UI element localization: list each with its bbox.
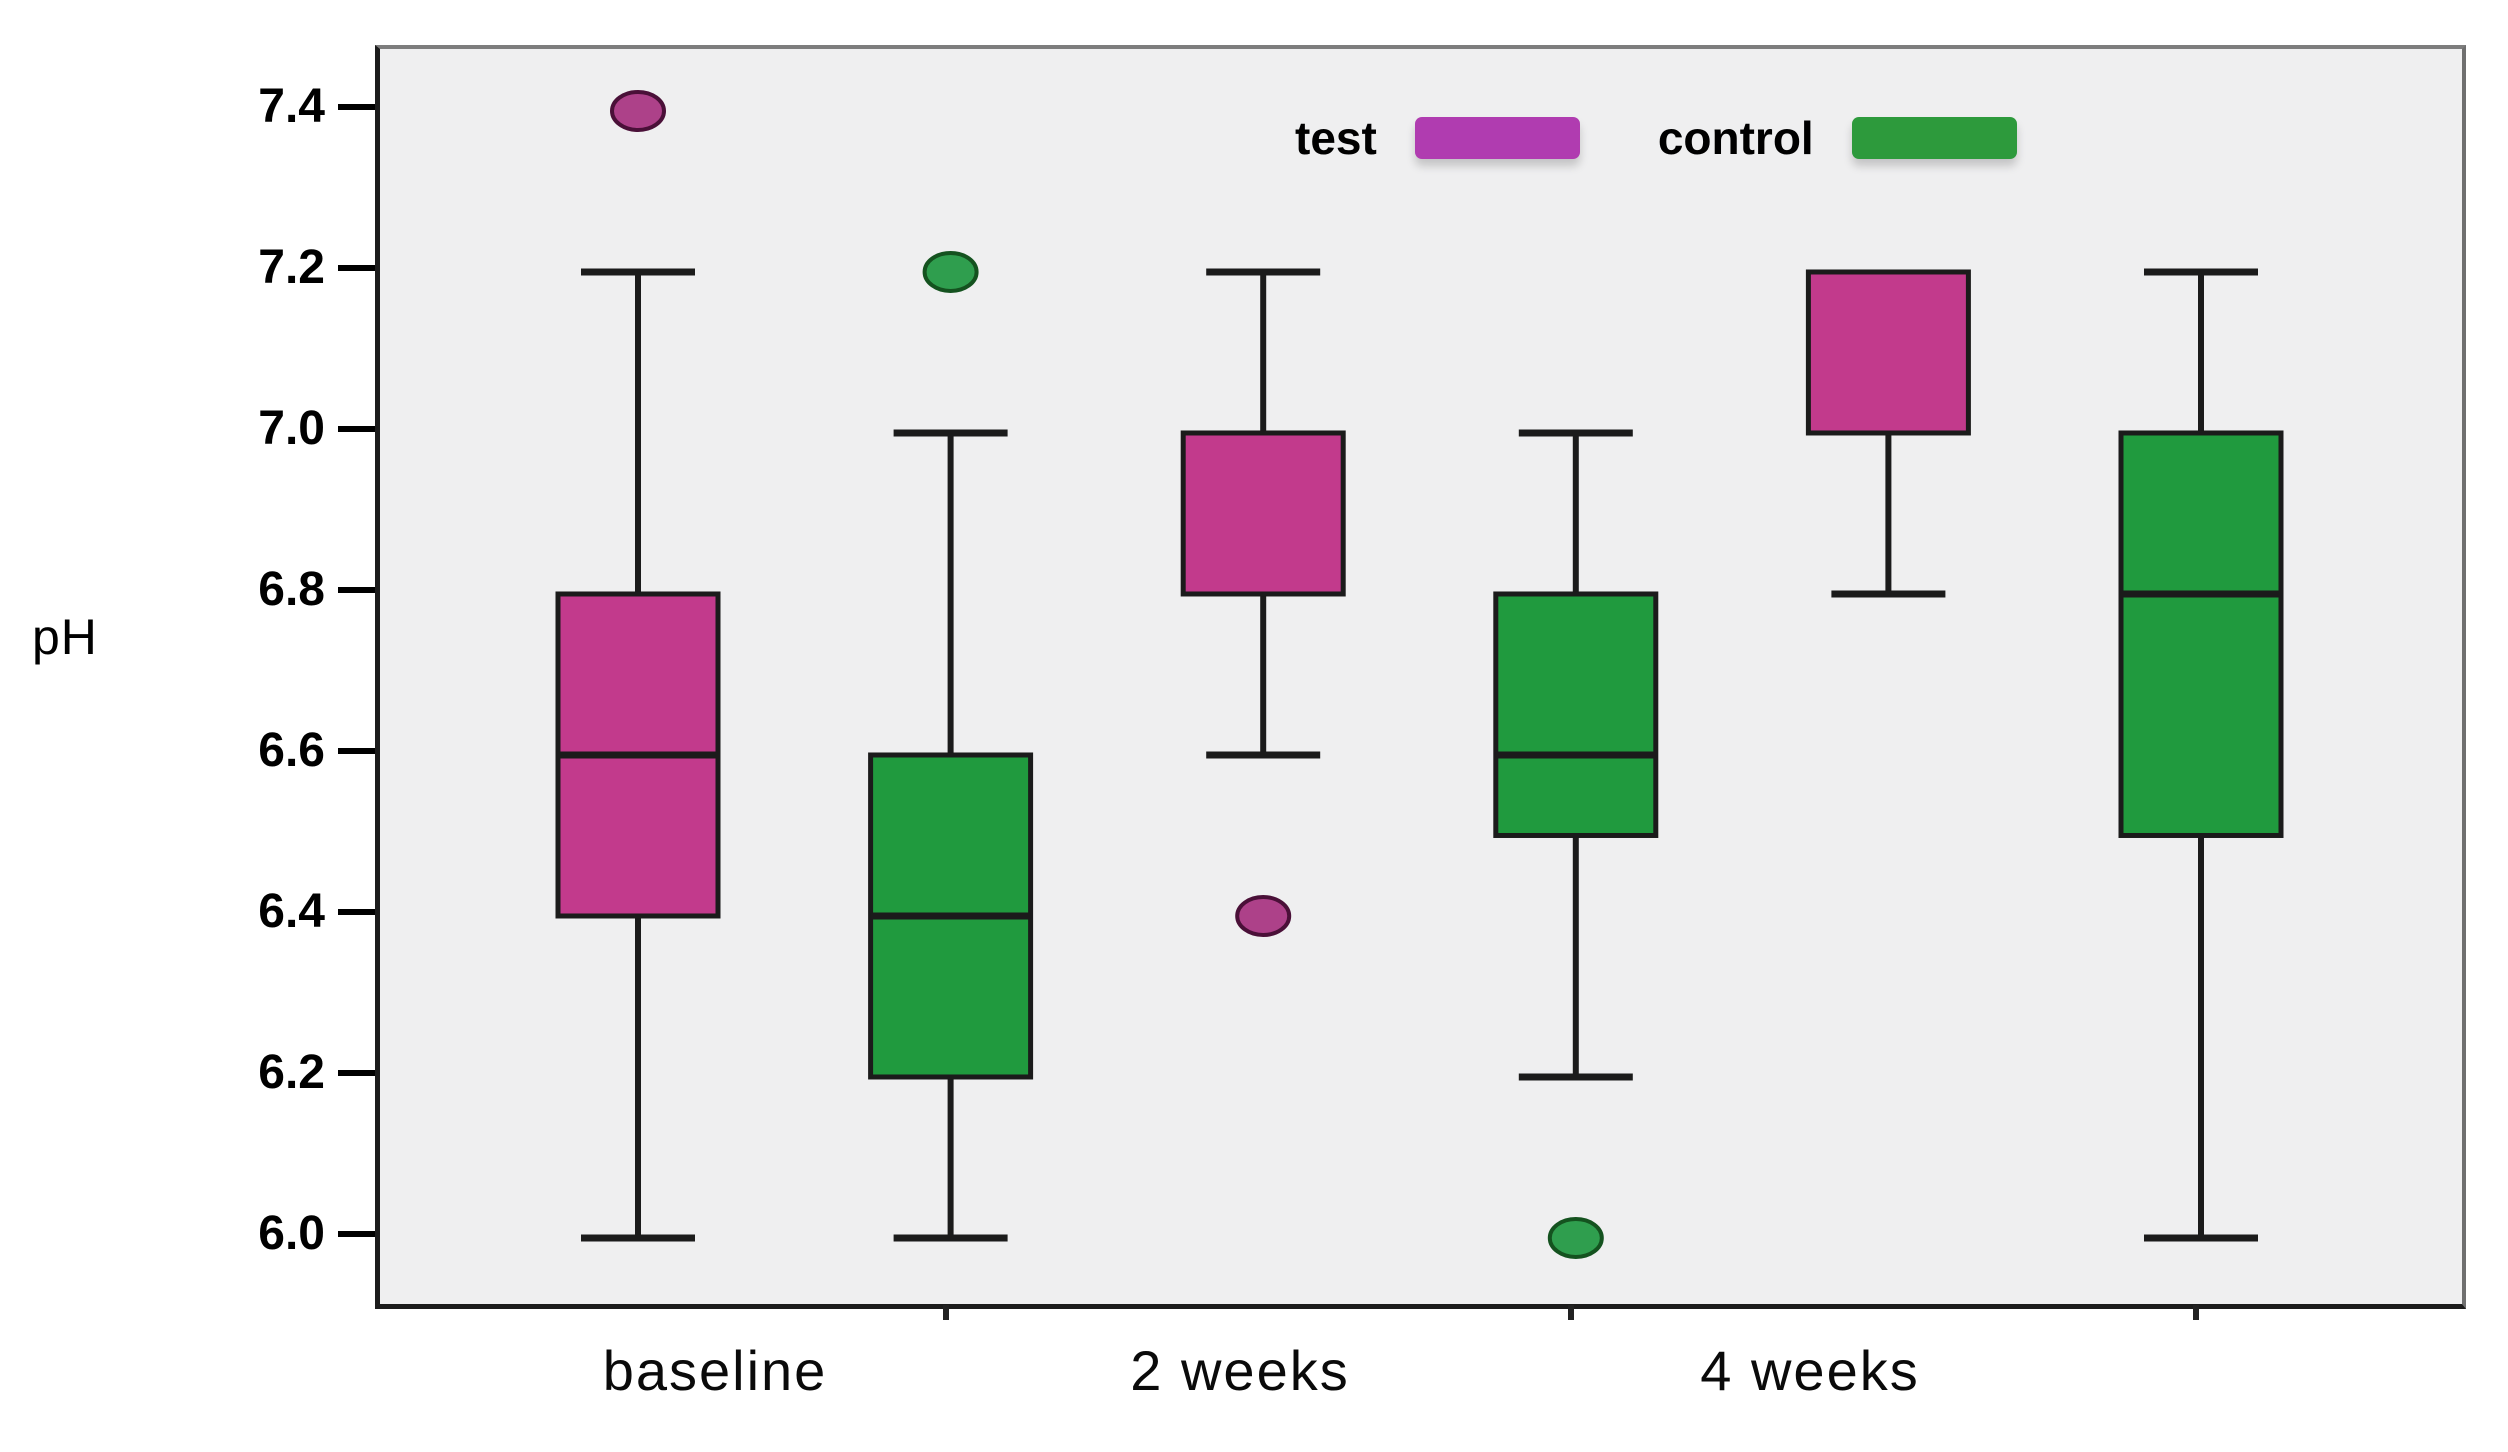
outlier-test-baseline	[610, 89, 666, 132]
y-tick-label-6.6: 6.6	[258, 723, 325, 777]
x-tick-4-weeks	[2193, 1305, 2199, 1320]
y-tick-label-6.8: 6.8	[258, 562, 325, 616]
y-tick-label-6.4: 6.4	[258, 884, 325, 938]
box-control-2-weeks	[1493, 591, 1659, 838]
y-axis-title: pH	[32, 609, 98, 665]
y-tick-7.4	[338, 103, 375, 110]
legend-label-test: test	[1295, 112, 1377, 164]
outlier-control-2-weeks	[1547, 1216, 1604, 1259]
y-tick-7.0	[338, 425, 375, 432]
boxplot-canvas	[555, 89, 2284, 1259]
x-label-4-weeks: 4 weeks	[1700, 1339, 1920, 1402]
y-tick-label-6.0: 6.0	[258, 1206, 325, 1260]
legend-item-control: control	[1658, 111, 2017, 165]
y-tick-label-7.2: 7.2	[258, 240, 325, 294]
x-label-baseline: baseline	[602, 1339, 828, 1402]
y-tick-7.2	[338, 264, 375, 271]
box-test-4-weeks	[1805, 269, 1971, 436]
box-control-4-weeks	[2118, 430, 2284, 838]
y-tick-6.2	[338, 1069, 375, 1076]
outlier-test-2-weeks	[1235, 894, 1292, 937]
plot-area: test control	[375, 45, 2466, 1309]
y-tick-6.6	[338, 747, 375, 754]
y-tick-6.0	[338, 1230, 375, 1237]
y-tick-label-6.2: 6.2	[258, 1045, 325, 1099]
x-tick-2-weeks	[1567, 1305, 1574, 1320]
legend-item-test: test	[1295, 111, 1580, 165]
x-label-2-weeks: 2 weeks	[1130, 1339, 1350, 1402]
box-test-2-weeks	[1180, 430, 1346, 597]
y-tick-label-7.0: 7.0	[258, 401, 325, 455]
y-tick-6.8	[338, 586, 375, 593]
legend-label-control: control	[1657, 112, 1814, 164]
legend-swatch-test	[1414, 117, 1580, 159]
legend: test control	[1295, 111, 2017, 165]
y-tick-6.4	[338, 908, 375, 915]
y-tick-label-7.4: 7.4	[258, 79, 325, 133]
x-tick-baseline	[942, 1305, 949, 1320]
legend-swatch-control	[1851, 117, 2017, 159]
outlier-control-baseline	[922, 250, 979, 293]
